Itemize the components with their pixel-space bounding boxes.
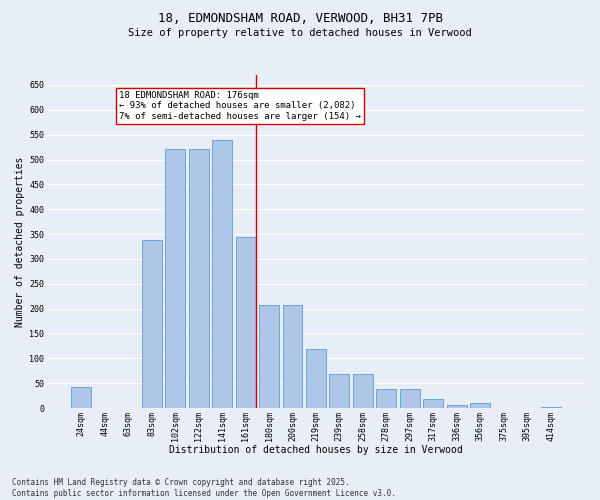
X-axis label: Distribution of detached houses by size in Verwood: Distribution of detached houses by size … (169, 445, 463, 455)
Bar (283, 305, 302, 408)
Bar (189, 148, 209, 408)
Bar (470, 403, 490, 408)
Bar (376, 389, 397, 408)
Bar (165, 148, 185, 408)
Bar (329, 374, 349, 408)
Bar (306, 349, 326, 408)
Bar (236, 237, 256, 408)
Bar (541, 407, 560, 408)
Bar (142, 240, 162, 408)
Bar (424, 399, 443, 408)
Bar (400, 389, 420, 408)
Bar (353, 374, 373, 408)
Bar (259, 305, 279, 408)
Y-axis label: Number of detached properties: Number of detached properties (15, 156, 25, 326)
Text: Contains HM Land Registry data © Crown copyright and database right 2025.
Contai: Contains HM Land Registry data © Crown c… (12, 478, 396, 498)
Bar (447, 404, 467, 408)
Bar (71, 387, 91, 408)
Text: 18 EDMONDSHAM ROAD: 176sqm
← 93% of detached houses are smaller (2,082)
7% of se: 18 EDMONDSHAM ROAD: 176sqm ← 93% of deta… (119, 91, 361, 120)
Text: Size of property relative to detached houses in Verwood: Size of property relative to detached ho… (128, 28, 472, 38)
Text: 18, EDMONDSHAM ROAD, VERWOOD, BH31 7PB: 18, EDMONDSHAM ROAD, VERWOOD, BH31 7PB (157, 12, 443, 26)
Bar (212, 140, 232, 408)
